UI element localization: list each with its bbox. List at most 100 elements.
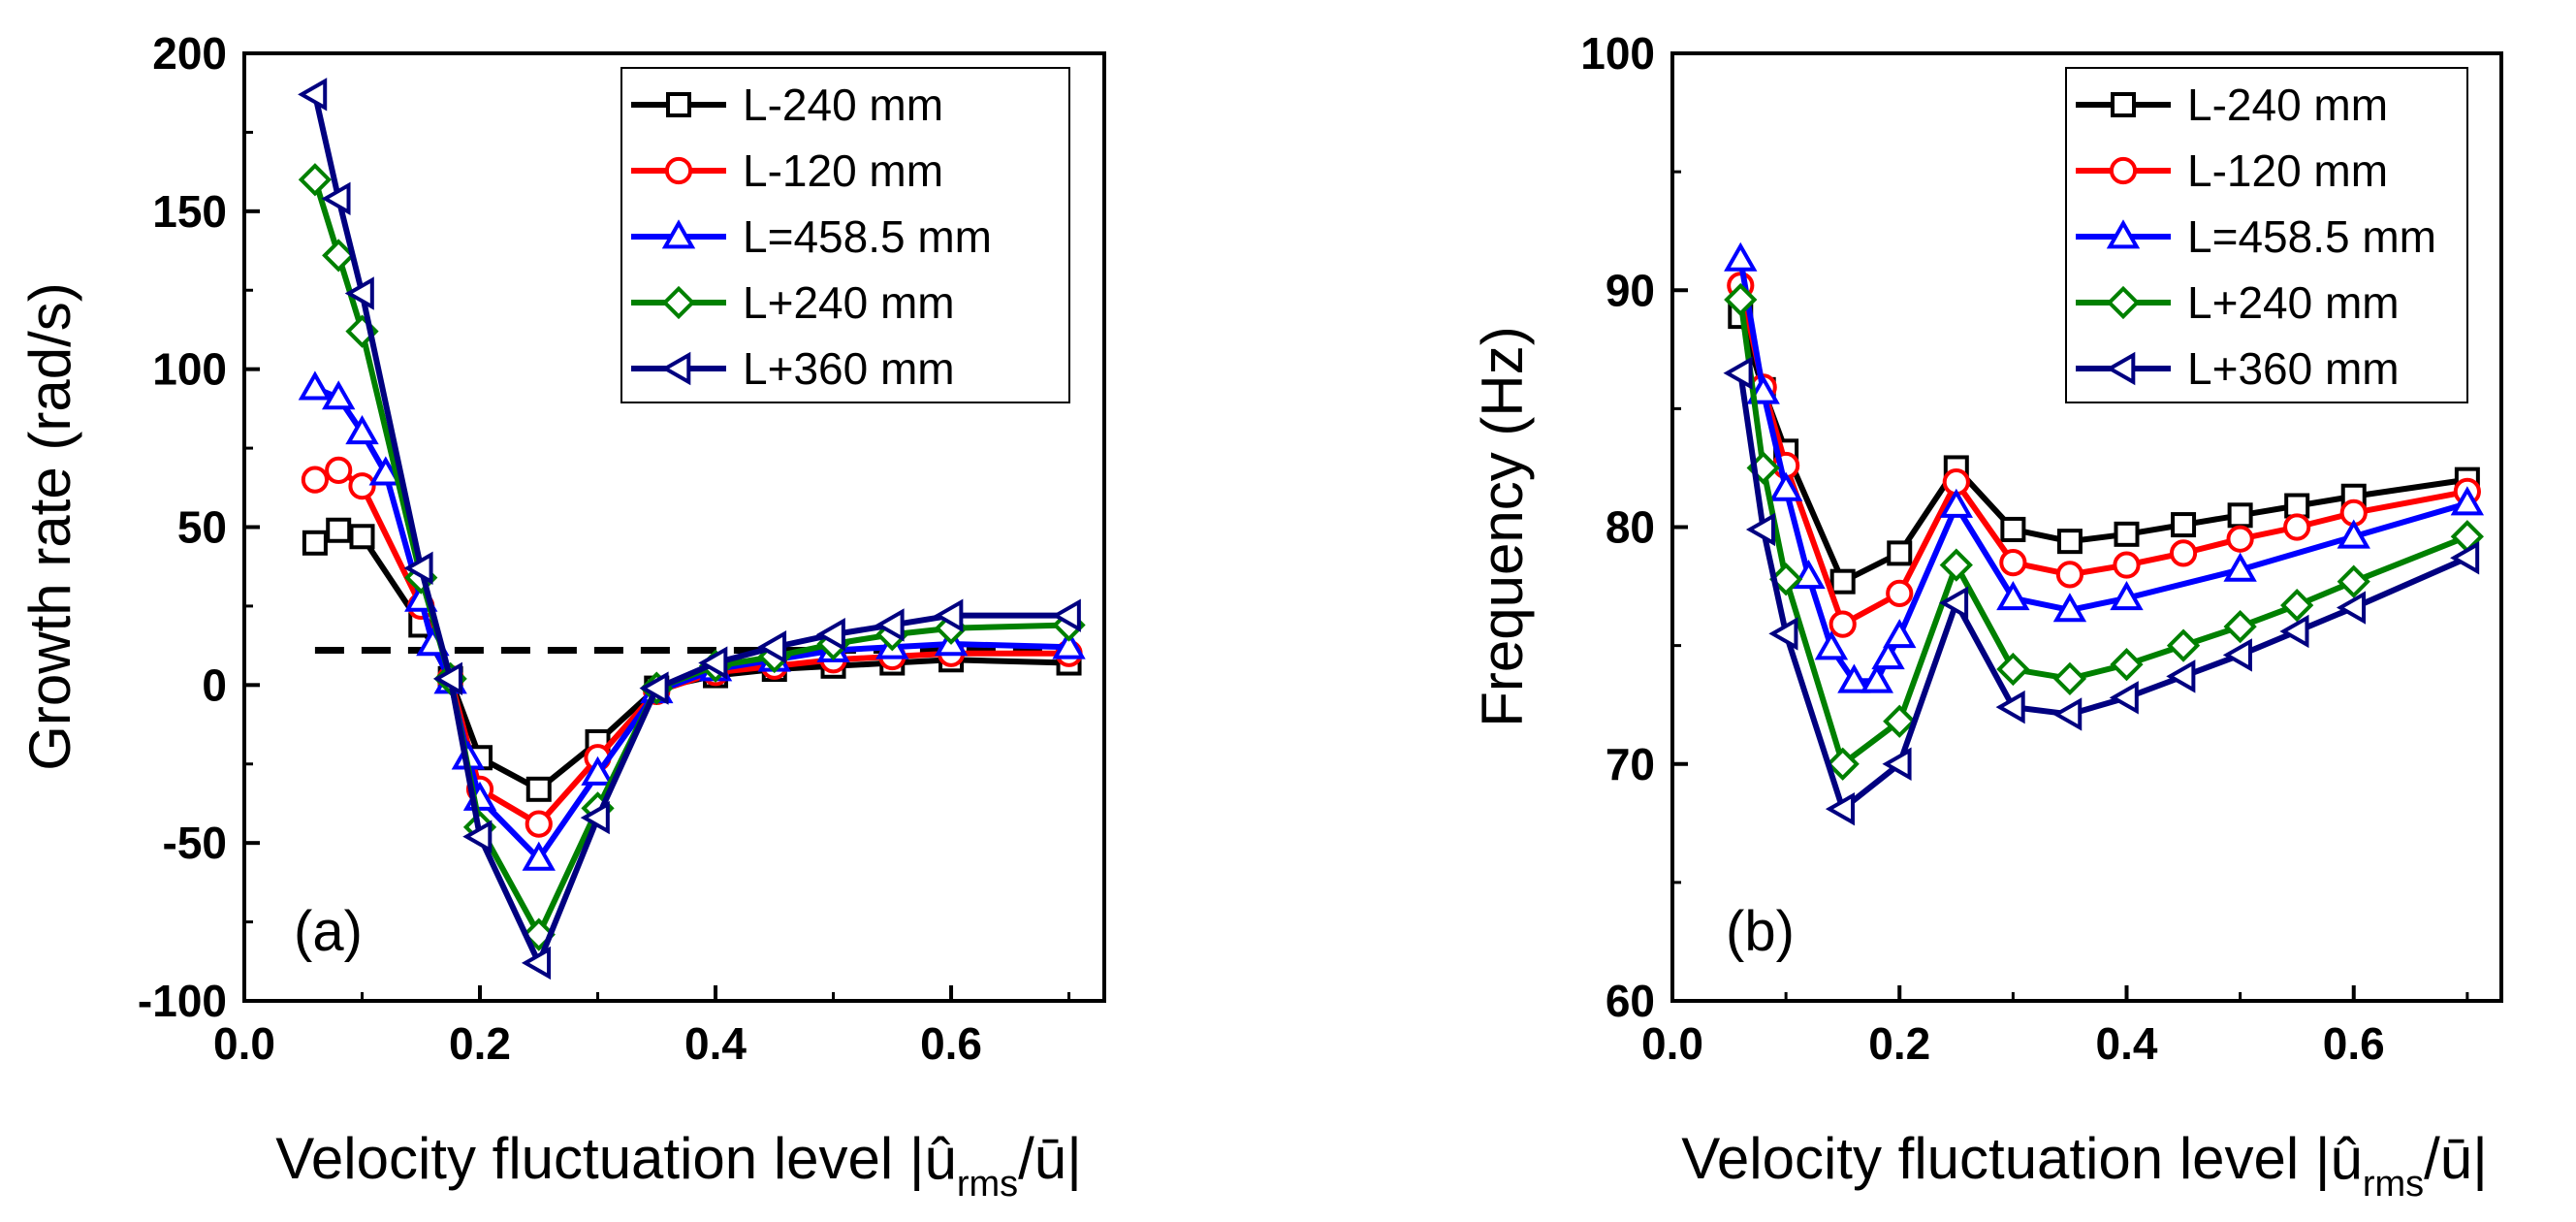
- x-axis-title-b-end: /ū|: [2424, 1126, 2488, 1191]
- legend-marker: [2109, 156, 2138, 185]
- x-tick-label: 0.0: [1641, 1018, 1703, 1069]
- y-tick-label: 200: [152, 28, 227, 79]
- data-point: [368, 456, 403, 486]
- data-point: [349, 524, 375, 550]
- y-tick-label: 100: [1580, 28, 1655, 79]
- panel-label-a: (a): [294, 900, 363, 963]
- data-point: [2113, 551, 2141, 579]
- data-point: [1996, 580, 2030, 611]
- data-point: [2166, 659, 2196, 693]
- data-point: [2000, 516, 2026, 542]
- data-point: [298, 163, 333, 197]
- x-tick-label: 0.2: [449, 1018, 511, 1069]
- y-axis-title-a: Growth rate (rad/s): [17, 282, 82, 770]
- data-point: [345, 415, 379, 445]
- legend-label: L+360 mm: [2187, 343, 2400, 394]
- data-point: [1814, 630, 1849, 660]
- axis-ticks-b: 0.0 0.2 0.4 0.6 60 70 80 90 100: [1580, 28, 2469, 1069]
- data-point: [1939, 586, 1969, 620]
- data-point: [1886, 579, 1914, 607]
- data-point: [1883, 704, 1917, 738]
- data-point: [525, 810, 553, 838]
- y-tick-label: 150: [152, 186, 227, 237]
- data-point: [2223, 552, 2257, 582]
- data-point: [934, 598, 964, 632]
- data-point: [298, 370, 333, 401]
- legend-marker: [661, 285, 696, 320]
- data-point: [698, 646, 728, 680]
- data-point: [432, 661, 462, 696]
- x-tick-label: 0.0: [213, 1018, 275, 1069]
- data-point: [403, 551, 433, 586]
- data-point: [1996, 652, 2030, 687]
- x-tick-label: 0.6: [920, 1018, 982, 1069]
- legend-b: L-240 mm L-120 mm L=458.5 mm L+240 mm L+360 …: [2065, 67, 2468, 403]
- data-point: [756, 630, 787, 664]
- data-point: [525, 776, 552, 802]
- data-point: [1826, 747, 1860, 781]
- data-point: [2056, 529, 2083, 555]
- data-point: [344, 276, 374, 310]
- data-point: [1768, 617, 1798, 651]
- y-tick-label: -50: [163, 818, 227, 868]
- data-point: [1051, 598, 1081, 632]
- data-point: [2169, 539, 2198, 567]
- legend-marker: [2111, 92, 2136, 117]
- legend-label: L=458.5 mm: [2187, 211, 2436, 262]
- x-tick-label: 0.2: [1868, 1018, 1930, 1069]
- data-point: [1829, 568, 1856, 595]
- data-point: [322, 239, 356, 273]
- data-point: [2110, 648, 2144, 682]
- legend-label: L-240 mm: [743, 80, 943, 130]
- legend-label: L-120 mm: [743, 145, 943, 196]
- data-point: [815, 618, 845, 652]
- data-point: [2109, 681, 2139, 715]
- data-point: [2223, 609, 2257, 644]
- data-point: [2052, 593, 2087, 623]
- x-axis-title-a-sub: rms: [957, 1164, 1018, 1205]
- data-point: [1829, 610, 1857, 638]
- data-point: [1883, 619, 1917, 649]
- data-point: [2450, 541, 2480, 575]
- y-tick-label: 0: [202, 659, 227, 710]
- data-point: [1860, 663, 1894, 693]
- x-axis-title-a-end: /ū|: [1018, 1126, 1082, 1191]
- panel-a: 0.0 0.2 0.4 0.6 -100 -50 0 50 100 150 200 (a) Grow…: [17, 28, 1106, 1205]
- y-tick-label: 100: [152, 344, 227, 395]
- data-point: [581, 756, 615, 786]
- data-point: [521, 946, 552, 981]
- y-tick-label: 90: [1606, 265, 1655, 315]
- data-point: [462, 820, 493, 853]
- data-point: [522, 841, 556, 871]
- x-axis-title-b-sub: rms: [2363, 1164, 2424, 1205]
- x-tick-label: 0.4: [2096, 1018, 2158, 1069]
- x-axis-title-b: Velocity fluctuation level |ûrms/ū|: [1681, 1126, 2488, 1205]
- x-tick-label: 0.4: [684, 1018, 747, 1069]
- data-point: [1745, 512, 1776, 547]
- data-point: [1724, 282, 1758, 317]
- legend-label: L+240 mm: [743, 277, 955, 328]
- legend-a: L-240 mm L-120 mm L=458.5 mm L+240 mm L+360 …: [620, 67, 1070, 403]
- data-point: [639, 671, 669, 705]
- y-tick-label: 60: [1606, 976, 1655, 1026]
- y-tick-label: 50: [177, 502, 227, 553]
- x-axis-title-b-main: Velocity fluctuation level |û: [1681, 1126, 2363, 1191]
- data-point: [1052, 629, 1086, 659]
- legend-label: L+360 mm: [743, 343, 955, 394]
- legend-marker: [666, 92, 691, 117]
- data-point: [2283, 513, 2311, 541]
- data-point: [1882, 747, 1912, 781]
- data-point: [580, 800, 610, 835]
- legend-marker: [661, 351, 691, 386]
- data-point: [348, 472, 376, 500]
- legend-marker: [2106, 285, 2141, 320]
- panel-label-b: (b): [1726, 900, 1795, 963]
- legend-marker: [2106, 351, 2136, 386]
- legend-label: L=458.5 mm: [743, 211, 992, 262]
- legend-marker: [664, 156, 693, 185]
- data-point: [1724, 241, 1758, 272]
- data-point: [2171, 512, 2197, 538]
- data-point: [321, 181, 351, 216]
- axis-ticks-a: 0.0 0.2 0.4 0.6 -100 -50 0 50 100 150 200: [138, 28, 1071, 1069]
- data-point: [326, 517, 352, 543]
